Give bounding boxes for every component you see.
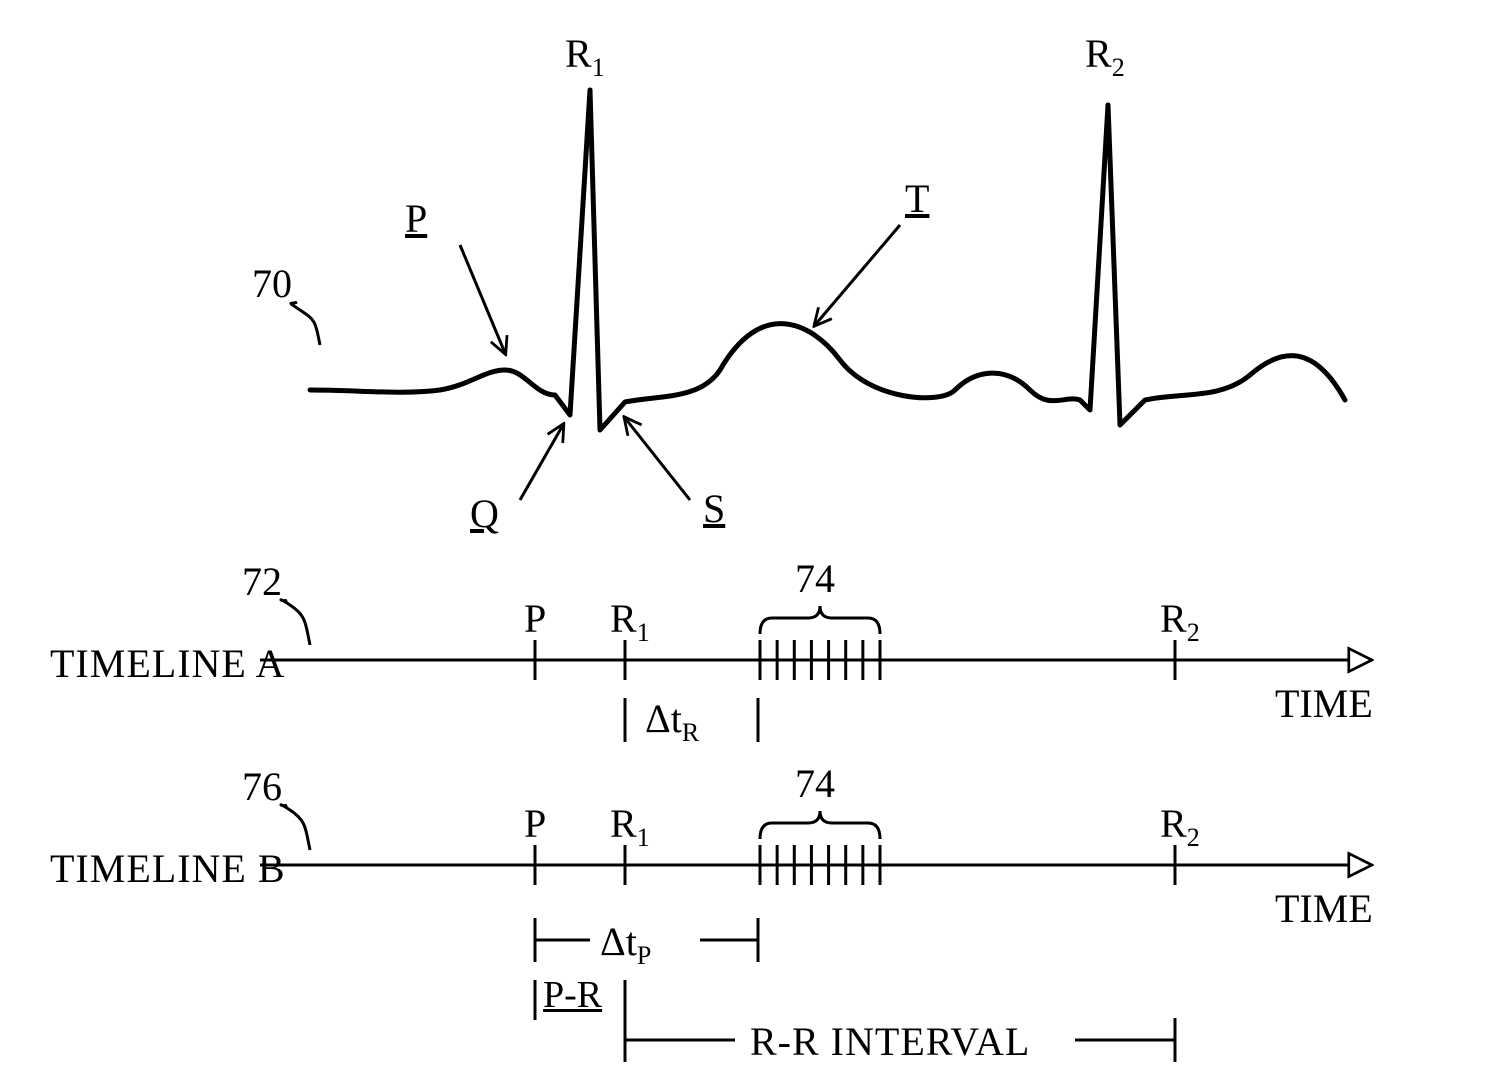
ecg-label-T: T bbox=[905, 175, 929, 222]
timeline-b-tick-R1: R1 bbox=[610, 800, 650, 853]
timeline-a-ref-72: 72 bbox=[242, 558, 282, 605]
timeline-a-label: TIMELINE A bbox=[50, 640, 286, 687]
timeline-b-pr: P-R bbox=[543, 973, 602, 1017]
ecg-ref-70: 70 bbox=[252, 260, 292, 307]
timeline-a-delta: ΔtR bbox=[645, 695, 699, 748]
timeline-b-ref-76: 76 bbox=[242, 763, 282, 810]
ecg-label-S: S bbox=[703, 485, 725, 532]
ecg-label-P: P bbox=[405, 195, 427, 242]
ecg-label-R1: R1 bbox=[565, 30, 605, 83]
timeline-a-tick-R1: R1 bbox=[610, 595, 650, 648]
timeline-a-74: 74 bbox=[795, 555, 835, 602]
timeline-b-time: TIME bbox=[1275, 885, 1373, 932]
timeline-a-tick-P: P bbox=[524, 595, 546, 642]
timeline-b-tick-P: P bbox=[524, 800, 546, 847]
timeline-b-tick-R2: R2 bbox=[1160, 800, 1200, 853]
timeline-b-rr: R-R INTERVAL bbox=[750, 1018, 1030, 1065]
timeline-b-74: 74 bbox=[795, 760, 835, 807]
timeline-a-tick-R2: R2 bbox=[1160, 595, 1200, 648]
timeline-a-time: TIME bbox=[1275, 680, 1373, 727]
ecg-label-R2: R2 bbox=[1085, 30, 1125, 83]
timeline-b-delta: ΔtP bbox=[600, 918, 651, 971]
timeline-b-label: TIMELINE B bbox=[50, 845, 286, 892]
ecg-label-Q: Q bbox=[470, 490, 499, 537]
